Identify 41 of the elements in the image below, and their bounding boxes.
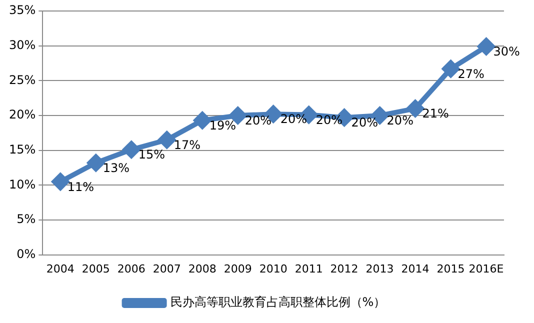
data-label: 17% [174, 138, 201, 152]
point [194, 112, 211, 129]
data-label: 20% [244, 114, 272, 128]
data-label: 13% [102, 160, 130, 175]
point [122, 141, 140, 158]
point [158, 131, 176, 148]
y-tick-label: 15% [9, 142, 36, 156]
x-tick-label: 2004 [46, 262, 74, 276]
x-tick-label: 2009 [224, 262, 252, 276]
point [52, 173, 69, 190]
x-tick-label: 2016E [468, 262, 504, 276]
x-tick-label: 2011 [294, 262, 323, 276]
x-tick-label: 2013 [366, 262, 394, 276]
y-tick-label: 10% [9, 177, 36, 192]
y-tick-label: 35% [9, 3, 36, 18]
x-tick-label: 2010 [259, 262, 288, 276]
data-label: 30% [493, 44, 520, 59]
data-label: 27% [458, 66, 484, 81]
data-label: 21% [422, 106, 449, 121]
x-tick-label: 2014 [401, 262, 430, 276]
y-tick-label: 30% [9, 38, 36, 52]
x-tick-label: 2015 [436, 262, 465, 276]
y-tick-label: 5% [16, 212, 36, 226]
data-label: 20% [386, 114, 414, 128]
data-label: 11% [67, 180, 94, 194]
point [406, 100, 424, 118]
legend-label: 民办高等职业教育占高职整体比例（%） [170, 295, 386, 310]
point [87, 154, 104, 172]
point [442, 60, 460, 78]
x-tick-label: 2007 [152, 262, 181, 276]
point [478, 38, 495, 56]
x-tick-label: 2005 [82, 262, 110, 276]
y-tick-label: 0% [16, 246, 36, 261]
data-label: 15% [138, 148, 166, 162]
data-label: 20% [351, 116, 378, 130]
y-tick-label: 25% [9, 72, 36, 87]
x-tick-label: 2006 [117, 262, 146, 276]
data-label: 19% [209, 118, 236, 132]
x-tick-label: 2008 [188, 262, 216, 276]
y-tick-label: 20% [9, 108, 36, 122]
x-tick-label: 2012 [330, 262, 358, 276]
